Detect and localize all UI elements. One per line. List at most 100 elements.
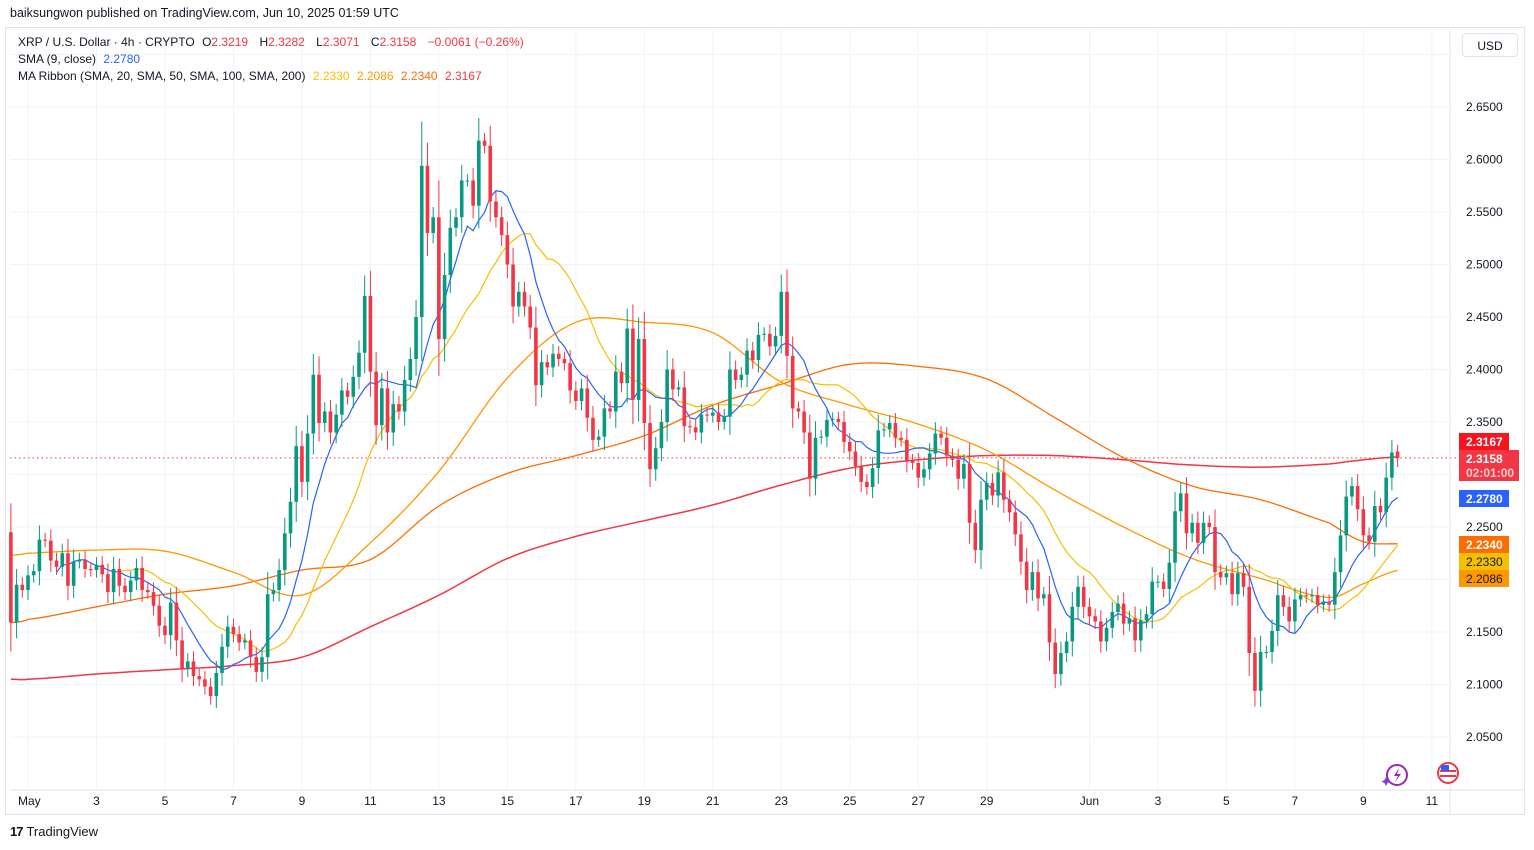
candle-body: [1030, 572, 1035, 590]
candle-body: [728, 369, 732, 417]
candle-body: [1258, 651, 1263, 691]
ribbon-indicator-name[interactable]: MA Ribbon (SMA, 20, SMA, 50, SMA, 100, S…: [18, 69, 306, 83]
candle-up: [168, 588, 173, 650]
price-tick-label: 2.3500: [1466, 415, 1503, 429]
candle-down: [317, 356, 321, 442]
candle-up: [1070, 591, 1075, 657]
candle-up: [887, 415, 892, 438]
price-tick-label: 2.5500: [1466, 205, 1503, 219]
candle-body: [459, 180, 464, 218]
candle-body: [66, 553, 70, 586]
currency-button[interactable]: USD: [1462, 33, 1518, 57]
time-tick-label: 11: [1426, 794, 1439, 808]
sma200-badge: [1459, 433, 1509, 450]
candle-up: [71, 549, 76, 599]
candle-up: [1321, 594, 1326, 612]
candle-up: [260, 647, 264, 682]
candle-body: [191, 661, 196, 677]
candle-up: [1144, 606, 1149, 629]
candle-body: [808, 432, 812, 479]
candle-body: [340, 390, 344, 415]
candle-up: [539, 350, 544, 398]
candle-down: [54, 552, 59, 575]
candle-body: [419, 165, 424, 317]
candle-up: [1064, 632, 1069, 663]
candle-up: [294, 425, 299, 523]
candle-up: [214, 660, 219, 709]
candle-up: [351, 365, 356, 409]
sma-indicator-value: 2.2780: [103, 52, 141, 66]
ohlc-high: H2.3282: [259, 35, 305, 49]
sma50-badge: [1459, 570, 1509, 587]
time-tick-label: 29: [980, 794, 994, 808]
candle-up: [243, 633, 247, 650]
candle-up: [922, 460, 926, 487]
candle-body: [556, 353, 561, 359]
candle-body: [100, 564, 104, 575]
candle-down: [180, 627, 184, 683]
candle-body: [1304, 595, 1309, 597]
candle-body: [106, 574, 110, 593]
candle-body: [49, 540, 53, 561]
candle-body: [1218, 572, 1223, 578]
candle-up: [26, 565, 30, 600]
candle-down: [750, 341, 755, 369]
candle-up: [288, 487, 293, 548]
candle-down: [83, 550, 87, 578]
candle-up: [362, 275, 367, 374]
candle-body: [77, 559, 82, 562]
sma200-badge-text: 2.3167: [1466, 435, 1503, 449]
candle-body: [1064, 641, 1069, 653]
candle-body: [608, 408, 612, 412]
candle-up: [927, 443, 932, 480]
last-price-text: 2.3158: [1466, 452, 1503, 466]
candle-up: [77, 552, 82, 569]
time-tick-label: 9: [299, 794, 306, 808]
candle-down: [505, 221, 510, 279]
lightning-icon[interactable]: [1381, 764, 1408, 786]
candle-up: [762, 327, 766, 342]
candle-up: [220, 633, 224, 686]
candle-up: [402, 365, 407, 426]
candle-up: [1110, 601, 1115, 639]
candle-down: [300, 430, 304, 498]
candle-up: [442, 252, 447, 362]
candle-body: [471, 180, 475, 206]
candle-body: [288, 501, 293, 534]
candle-down: [642, 311, 647, 451]
candle-body: [1275, 595, 1280, 631]
candle-down: [1304, 588, 1309, 603]
candle-down: [619, 362, 624, 393]
candle-down: [853, 441, 858, 477]
symbol-title[interactable]: XRP / U.S. Dollar · 4h · CRYPTO: [18, 35, 195, 49]
us-flag-calendar-icon[interactable]: [1437, 762, 1459, 784]
candle-body: [260, 657, 264, 672]
ribbon-value-sma100: 2.2340: [400, 69, 438, 83]
candle-body: [1213, 527, 1217, 573]
candle-up: [408, 347, 413, 392]
candle-body: [43, 539, 47, 541]
sma100-line: [10, 362, 1398, 624]
candle-down: [1315, 586, 1320, 614]
candle-body: [408, 359, 413, 380]
footer-brand[interactable]: 17 TradingView: [10, 824, 98, 839]
candle-down: [66, 538, 70, 601]
candle-body: [294, 446, 299, 502]
candle-body: [773, 335, 778, 347]
candle-down: [785, 269, 789, 379]
candle-body: [1367, 535, 1371, 542]
candle-up: [745, 338, 749, 388]
sma-indicator-name[interactable]: SMA (9, close): [18, 52, 97, 66]
candle-body: [562, 359, 567, 364]
candle-body: [722, 416, 727, 422]
candle-body: [128, 580, 133, 593]
candle-down: [1247, 564, 1252, 676]
candle-body: [933, 433, 938, 454]
candle-down: [842, 410, 846, 454]
candle-body: [237, 634, 241, 643]
candle-body: [750, 350, 755, 361]
time-tick-label: 19: [638, 794, 652, 808]
candle-up: [1264, 645, 1269, 659]
candle-body: [220, 646, 224, 673]
